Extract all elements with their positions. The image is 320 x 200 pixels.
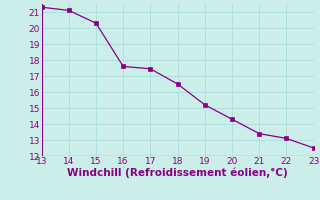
X-axis label: Windchill (Refroidissement éolien,°C): Windchill (Refroidissement éolien,°C) (67, 168, 288, 178)
